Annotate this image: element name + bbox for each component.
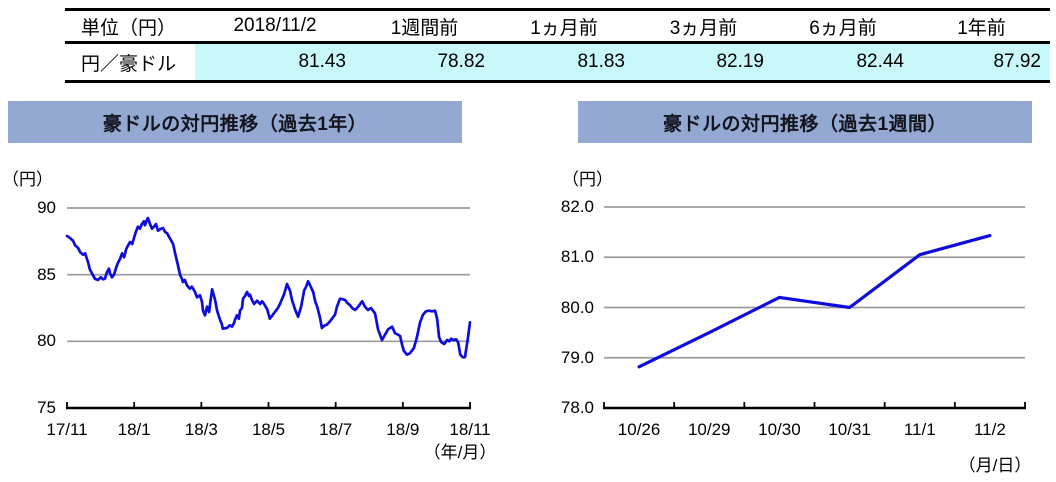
chart-1w-svg xyxy=(603,206,1026,410)
x-axis-unit-label: （月/日） xyxy=(958,456,1032,475)
chart-1y: （円） 90 85 80 75 17/11 18/1 18/3 18/5 18/7 18/9 18/1… xyxy=(0,155,530,482)
x-axis-unit-label: （年/月） xyxy=(423,443,497,462)
table-header-3months-ago: 3ヵ月前 xyxy=(669,17,738,39)
y-tick-label: 75 xyxy=(37,398,56,417)
table-header-unit: 単位（円） xyxy=(81,17,177,39)
x-tick-label: 17/11 xyxy=(46,420,88,439)
x-tick-label: 10/31 xyxy=(828,420,871,439)
table-row-jpy-aud: 円／豪ドル 81.43 78.82 81.83 82.19 82.44 87.9… xyxy=(65,44,1050,80)
y-tick-label: 81.0 xyxy=(560,247,594,267)
table-row-label: 円／豪ドル xyxy=(81,53,177,75)
rate-3months-ago: 82.19 xyxy=(634,44,773,80)
rate-1month-ago: 81.83 xyxy=(494,44,634,80)
chart-1w-title-banner: 豪ドルの対円推移（過去1週間） xyxy=(578,101,1032,143)
x-tick-label: 18/11 xyxy=(449,420,491,439)
aud-jpy-1y-line xyxy=(65,216,472,359)
chart-1w: （円） 82.0 81.0 80.0 79.0 78.0 10/26 10/29 10/30 10… xyxy=(560,155,1056,482)
chart-1w-title: 豪ドルの対円推移（過去1週間） xyxy=(662,113,948,135)
x-tick-label: 10/26 xyxy=(617,420,661,439)
x-tick-label: 11/1 xyxy=(903,420,936,439)
rate-1year-ago: 87.92 xyxy=(913,44,1050,80)
aud-jpy-1w-line xyxy=(637,233,992,369)
x-tick-label: 18/9 xyxy=(386,420,420,439)
x-tick-label: 18/1 xyxy=(117,420,151,439)
table-header-1week-ago: 1週間前 xyxy=(390,17,459,39)
y-tick-label: 90 xyxy=(37,198,56,217)
chart-1y-svg xyxy=(65,207,472,410)
x-tick-label: 11/2 xyxy=(973,420,1006,439)
rate-6months-ago: 82.44 xyxy=(773,44,913,80)
x-tick-label: 10/30 xyxy=(758,420,801,439)
table-header-1year-ago: 1年前 xyxy=(957,17,1006,39)
x-tick-label: 18/7 xyxy=(319,420,353,439)
rate-latest: 81.43 xyxy=(195,44,355,80)
table-header-date: 2018/11/2 xyxy=(233,15,317,36)
y-tick-label: 85 xyxy=(37,264,56,284)
table-header-1month-ago: 1ヵ月前 xyxy=(530,17,598,39)
rate-1week-ago: 78.82 xyxy=(355,44,494,80)
table-header-6months-ago: 6ヵ月前 xyxy=(809,17,877,39)
x-tick-label: 18/3 xyxy=(184,420,218,439)
y-tick-label: 82.0 xyxy=(560,197,594,216)
rate-table: 単位（円） 2018/11/2 1週間前 1ヵ月前 3ヵ月前 6ヵ月前 1年前 … xyxy=(65,8,1050,83)
y-axis-unit-label: （円） xyxy=(562,170,613,189)
x-tick-label: 18/5 xyxy=(251,420,286,439)
chart-1y-title-banner: 豪ドルの対円推移（過去1年） xyxy=(8,101,462,143)
y-axis-unit-label: （円） xyxy=(2,170,53,189)
chart-1y-title: 豪ドルの対円推移（過去1年） xyxy=(102,113,368,135)
table-header-row: 単位（円） 2018/11/2 1週間前 1ヵ月前 3ヵ月前 6ヵ月前 1年前 xyxy=(65,11,1050,44)
y-tick-label: 78.0 xyxy=(560,398,594,417)
y-tick-label: 80 xyxy=(37,331,56,351)
x-tick-label: 10/29 xyxy=(687,420,731,439)
y-tick-label: 80.0 xyxy=(560,297,594,317)
y-tick-label: 79.0 xyxy=(560,347,594,367)
